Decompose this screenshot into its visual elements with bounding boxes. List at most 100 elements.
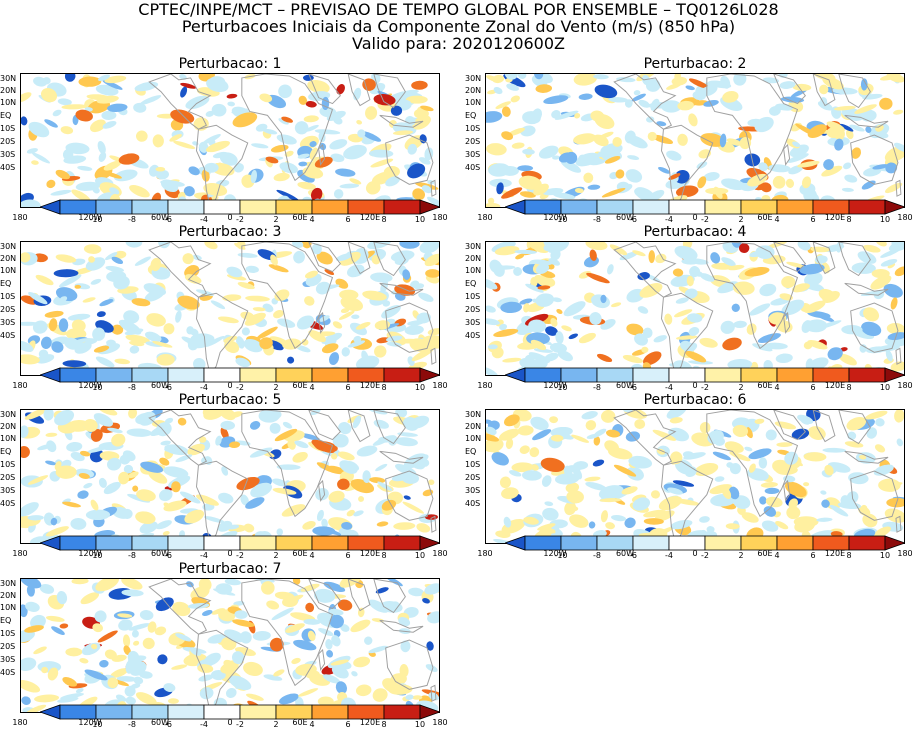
perturbation-contour (307, 630, 316, 642)
latitude-label: EQ (0, 447, 12, 456)
coastline (385, 639, 434, 690)
perturbation-contour (210, 300, 226, 310)
perturbation-contour (126, 428, 152, 437)
perturbation-contour (537, 285, 551, 290)
perturbation-contour (235, 357, 250, 368)
longitude-label: 120E (824, 549, 846, 558)
colorbar-label: -4 (200, 383, 208, 392)
perturbation-contour (616, 77, 636, 83)
colorbar-label: -6 (164, 383, 172, 392)
perturbation-contour (422, 597, 430, 604)
perturbation-contour (28, 121, 50, 138)
perturbation-contour (881, 482, 903, 489)
perturbation-contour (759, 283, 777, 297)
perturbation-contour (666, 410, 687, 419)
coastline (308, 74, 341, 105)
perturbation-contour (584, 476, 601, 482)
perturbation-contour (676, 335, 698, 340)
perturbation-contour (525, 283, 544, 293)
colorbar-label: 6 (345, 551, 351, 560)
perturbation-contour (104, 75, 127, 84)
colorbar-wrap (503, 199, 917, 215)
perturbation-contour (822, 447, 847, 453)
perturbation-contour (684, 288, 698, 299)
perturbation-contour (728, 486, 740, 500)
colorbar-arrow-left (38, 367, 61, 383)
perturbation-contour (578, 332, 596, 344)
perturbation-contour (632, 250, 646, 257)
colorbar-segment (668, 535, 706, 551)
perturbation-contour (21, 321, 39, 326)
perturbation-contour (705, 187, 729, 195)
perturbation-contour (555, 331, 564, 344)
perturbation-contour (145, 331, 162, 342)
perturbation-contour (328, 352, 340, 365)
perturbation-contour (129, 185, 150, 198)
colorbar-label: -4 (665, 383, 673, 392)
perturbation-contour (402, 269, 411, 280)
perturbation-contour (769, 106, 781, 116)
colorbar-segment (383, 535, 421, 551)
perturbation-contour (303, 618, 321, 625)
perturbation-contour (494, 246, 520, 256)
perturbation-contour (203, 183, 228, 197)
latitude-label: 10N (465, 434, 482, 443)
longitude-label: 120E (359, 381, 381, 390)
perturbation-contour (896, 438, 904, 447)
perturbation-contour (382, 300, 391, 307)
perturbation-contour (427, 611, 439, 624)
perturbation-contour (21, 696, 31, 706)
perturbation-contour (643, 518, 664, 525)
colorbar-label: 4 (774, 383, 780, 392)
coastline (430, 515, 437, 533)
perturbation-contour (118, 619, 133, 631)
perturbation-contour (824, 497, 841, 510)
perturbation-contour (111, 324, 124, 335)
perturbation-contour (749, 303, 771, 316)
colorbar-label: -6 (164, 551, 172, 560)
latitude-label: 10S (0, 292, 16, 301)
perturbation-contour (808, 426, 826, 440)
perturbation-contour (61, 104, 87, 110)
map-plot-area (20, 409, 440, 544)
perturbation-contour (192, 141, 199, 146)
perturbation-contour (486, 318, 500, 326)
coastline (148, 242, 212, 298)
colorbar-label: 6 (810, 551, 816, 560)
perturbation-contour (655, 253, 667, 264)
colorbar-segment (95, 367, 133, 383)
colorbar (38, 367, 442, 383)
perturbation-contour (282, 421, 293, 429)
perturbation-contour (368, 149, 394, 158)
perturbation-contour (666, 82, 682, 90)
perturbation-contour (311, 439, 335, 454)
perturbation-contour (669, 417, 683, 424)
perturbation-contour (262, 128, 278, 135)
latitude-label: 30N (465, 410, 482, 419)
perturbation-contour (21, 199, 41, 207)
perturbation-contour (163, 502, 171, 508)
longitude-label: 60W (150, 213, 170, 222)
perturbation-contour (890, 297, 898, 310)
perturbation-contour (674, 74, 681, 81)
perturbation-contour (125, 242, 143, 248)
perturbation-contour (171, 664, 188, 670)
perturbation-contour (541, 475, 552, 487)
perturbation-contour (594, 84, 618, 99)
perturbation-contour (652, 429, 677, 441)
perturbation-contour (517, 425, 534, 436)
perturbation-contour (664, 313, 673, 325)
perturbation-contour (285, 623, 305, 633)
perturbation-contour (871, 268, 890, 279)
perturbation-contour (416, 523, 431, 533)
perturbation-contour (549, 519, 568, 529)
perturbation-contour (249, 447, 273, 458)
perturbation-contour (205, 110, 215, 117)
perturbation-contour (532, 429, 552, 441)
perturbation-contour (608, 97, 629, 103)
perturbation-contour (337, 451, 355, 461)
perturbation-contour (53, 269, 79, 278)
perturbation-contour (495, 101, 511, 109)
perturbation-contour (809, 357, 829, 370)
perturbation-contour (105, 252, 118, 261)
